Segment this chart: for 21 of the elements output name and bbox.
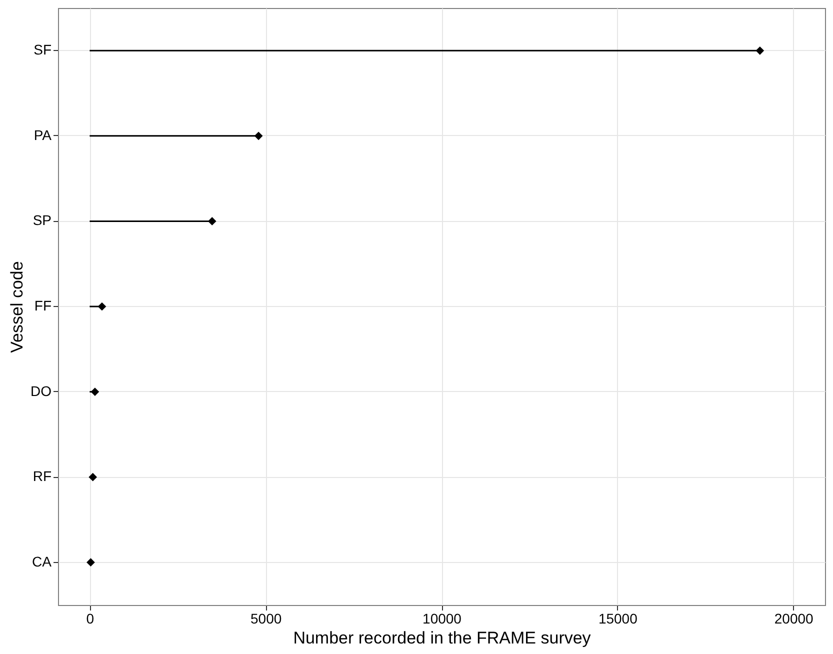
y-tick-label: DO bbox=[30, 382, 52, 399]
point bbox=[98, 302, 106, 311]
y-axis-title: Vessel code bbox=[8, 261, 26, 353]
y-tick-label: SP bbox=[32, 212, 52, 228]
y-tick-label: FF bbox=[34, 298, 52, 314]
x-tick-label: 0 bbox=[86, 610, 94, 626]
x-tick-label: 10000 bbox=[422, 610, 462, 626]
y-tick-label: RF bbox=[32, 468, 52, 484]
x-axis-title: Number recorded in the FRAME survey bbox=[293, 628, 592, 648]
x-tick-label: 20000 bbox=[774, 610, 814, 626]
point bbox=[208, 217, 216, 226]
point bbox=[254, 132, 263, 140]
y-tick-label: PA bbox=[34, 126, 52, 143]
point bbox=[90, 388, 100, 396]
x-tick-label: 15000 bbox=[598, 610, 638, 626]
point bbox=[88, 472, 98, 482]
y-tick-label: SF bbox=[34, 42, 52, 58]
x-tick-label: 5000 bbox=[250, 610, 282, 626]
point bbox=[756, 46, 764, 55]
point bbox=[86, 558, 95, 567]
y-tick-label: CA bbox=[32, 553, 52, 570]
